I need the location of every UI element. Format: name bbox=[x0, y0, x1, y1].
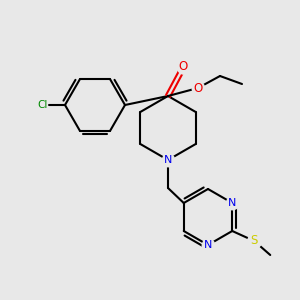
Text: N: N bbox=[204, 240, 212, 250]
Text: N: N bbox=[228, 198, 236, 208]
Text: Cl: Cl bbox=[38, 100, 48, 110]
Text: O: O bbox=[194, 82, 202, 94]
Text: O: O bbox=[178, 61, 188, 74]
Text: S: S bbox=[250, 235, 258, 248]
Text: N: N bbox=[164, 155, 172, 165]
